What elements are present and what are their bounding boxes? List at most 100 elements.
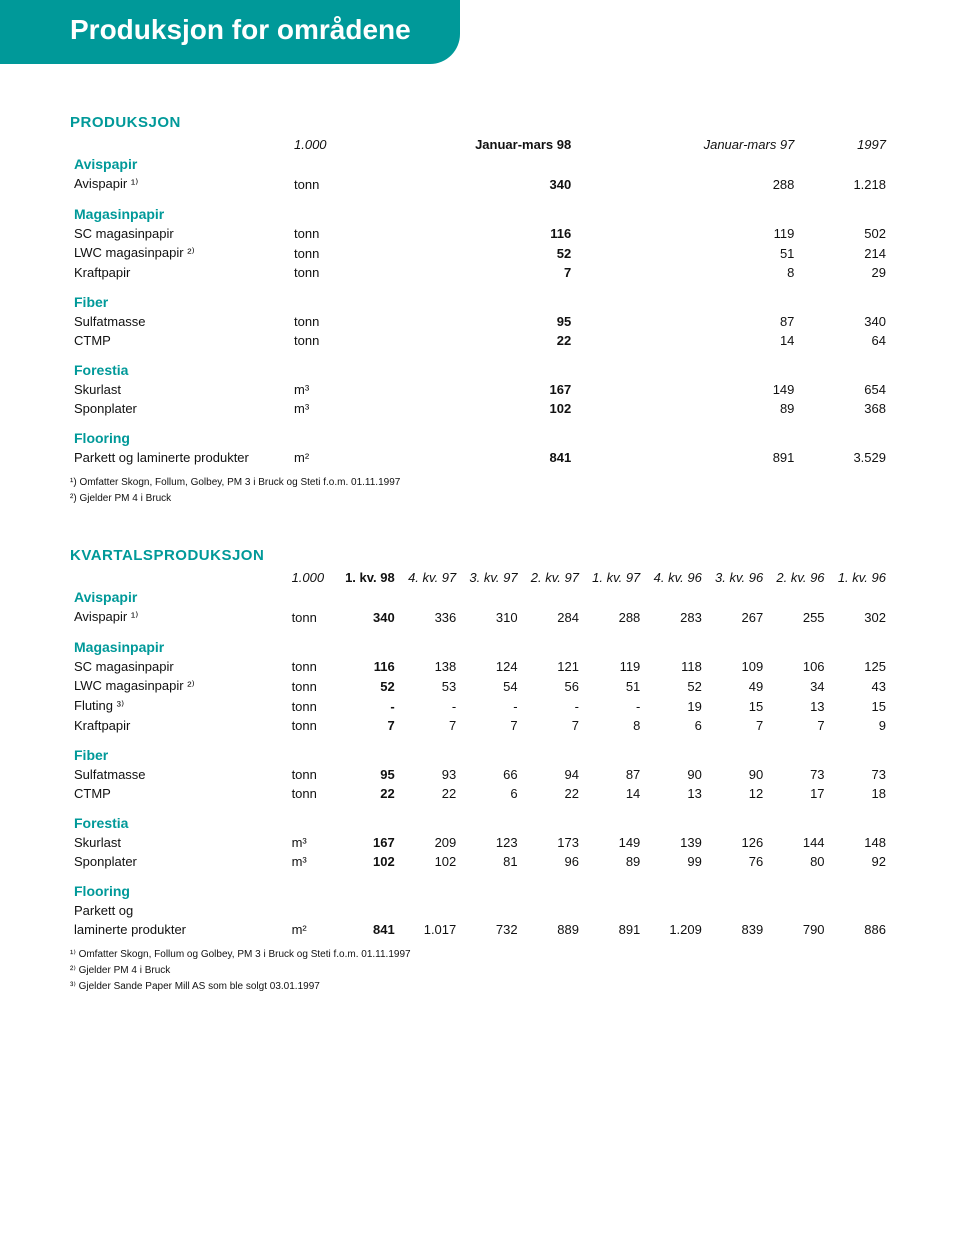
cell-value [399, 901, 461, 920]
cell-value: 167 [340, 380, 575, 399]
cell-value: 119 [583, 657, 644, 676]
table2-header-row: 1.000 1. kv. 98 4. kv. 97 3. kv. 97 2. k… [70, 568, 890, 587]
table2-title: KVARTALSPRODUKSJON [70, 547, 890, 564]
cell-value: 209 [399, 833, 461, 852]
row-label: Kraftpapir [70, 716, 288, 735]
col-header: 1. kv. 97 [583, 568, 644, 587]
cell-value: 116 [340, 224, 575, 243]
table-row: LWC magasinpapir ²⁾tonn52535456515249344… [70, 676, 890, 696]
row-unit: tonn [290, 312, 340, 331]
row-label: Skurlast [70, 380, 290, 399]
category-head: Magasinpapir [70, 204, 290, 224]
cell-value: 839 [706, 920, 767, 939]
cell-value: - [399, 696, 461, 716]
table-row: Skurlastm³167149654 [70, 380, 890, 399]
cell-value: 81 [460, 852, 521, 871]
cell-value: 1.017 [399, 920, 461, 939]
cell-value: 76 [706, 852, 767, 871]
cell-value: 99 [644, 852, 706, 871]
row-unit: tonn [290, 263, 340, 282]
cell-value: 13 [644, 784, 706, 803]
col-header: 1. kv. 98 [337, 568, 398, 587]
col-header: 1997 [798, 135, 890, 154]
table-row: LWC magasinpapir ²⁾tonn5251214 [70, 243, 890, 263]
row-unit: tonn [288, 765, 338, 784]
row-label: laminerte produkter [70, 920, 288, 939]
cell-value: 3.529 [798, 448, 890, 467]
cell-value: 7 [522, 716, 583, 735]
cell-value: 22 [399, 784, 461, 803]
row-unit: m³ [290, 380, 340, 399]
cell-value: 109 [706, 657, 767, 676]
cell-value: 214 [798, 243, 890, 263]
row-label: Parkett og [70, 901, 288, 920]
cell-value [460, 901, 521, 920]
cell-value: 87 [583, 765, 644, 784]
cell-value: 53 [399, 676, 461, 696]
cell-value: 89 [575, 399, 798, 418]
cell-value: 886 [829, 920, 890, 939]
cell-value [767, 901, 828, 920]
cell-value: 15 [706, 696, 767, 716]
cell-value: 29 [798, 263, 890, 282]
cell-value: 95 [340, 312, 575, 331]
row-label: Avispapir ¹⁾ [70, 607, 288, 627]
cell-value: 732 [460, 920, 521, 939]
table-row: Sulfatmassetonn9587340 [70, 312, 890, 331]
page-banner: Produksjon for områdene [0, 0, 460, 64]
cell-value: 119 [575, 224, 798, 243]
cell-value: 7 [767, 716, 828, 735]
row-unit: m³ [288, 833, 338, 852]
cell-value: 118 [644, 657, 706, 676]
table1-footnotes: ¹) Omfatter Skogn, Follum, Golbey, PM 3 … [70, 475, 890, 507]
footnote: ²) Gjelder PM 4 i Bruck [70, 491, 890, 507]
produksjon-table: 1.000 Januar-mars 98 Januar-mars 97 1997… [70, 135, 890, 467]
table1-header-row: 1.000 Januar-mars 98 Januar-mars 97 1997 [70, 135, 890, 154]
row-label: SC magasinpapir [70, 224, 290, 243]
cell-value: 138 [399, 657, 461, 676]
cell-value: 106 [767, 657, 828, 676]
cell-value: 7 [399, 716, 461, 735]
col-header: Januar-mars 97 [575, 135, 798, 154]
cell-value: - [337, 696, 398, 716]
cell-value: 19 [644, 696, 706, 716]
cell-value: 7 [460, 716, 521, 735]
cell-value: 340 [337, 607, 398, 627]
cell-value: 288 [575, 174, 798, 194]
cell-value: 90 [644, 765, 706, 784]
row-label: Avispapir ¹⁾ [70, 174, 290, 194]
cell-value: 56 [522, 676, 583, 696]
cell-value: 891 [575, 448, 798, 467]
cell-value [583, 901, 644, 920]
row-label: Sulfatmasse [70, 312, 290, 331]
table-row: Avispapir ¹⁾tonn3402881.218 [70, 174, 890, 194]
category-head: Fiber [70, 745, 288, 765]
category-head: Avispapir [70, 154, 290, 174]
table2-footnotes: ¹⁾ Omfatter Skogn, Follum og Golbey, PM … [70, 947, 890, 995]
cell-value: 52 [337, 676, 398, 696]
row-unit: m³ [288, 852, 338, 871]
col-header: 2. kv. 97 [522, 568, 583, 587]
footnote: ¹⁾ Omfatter Skogn, Follum og Golbey, PM … [70, 947, 890, 963]
cell-value: 139 [644, 833, 706, 852]
cell-value [522, 901, 583, 920]
cell-value: 267 [706, 607, 767, 627]
cell-value: 49 [706, 676, 767, 696]
kvartalsproduksjon-table: 1.000 1. kv. 98 4. kv. 97 3. kv. 97 2. k… [70, 568, 890, 939]
cell-value: 167 [337, 833, 398, 852]
table-row: CTMPtonn22226221413121718 [70, 784, 890, 803]
unit-scale: 1.000 [290, 135, 340, 154]
cell-value: 14 [583, 784, 644, 803]
cell-value: 654 [798, 380, 890, 399]
col-header: 2. kv. 96 [767, 568, 828, 587]
cell-value: 7 [706, 716, 767, 735]
cell-value: 149 [575, 380, 798, 399]
table-row: Avispapir ¹⁾tonn340336310284288283267255… [70, 607, 890, 627]
cell-value: 64 [798, 331, 890, 350]
cell-value: 93 [399, 765, 461, 784]
cell-value: 841 [337, 920, 398, 939]
cell-value: 95 [337, 765, 398, 784]
cell-value: 790 [767, 920, 828, 939]
cell-value: 14 [575, 331, 798, 350]
table-row: Fluting ³⁾tonn-----19151315 [70, 696, 890, 716]
